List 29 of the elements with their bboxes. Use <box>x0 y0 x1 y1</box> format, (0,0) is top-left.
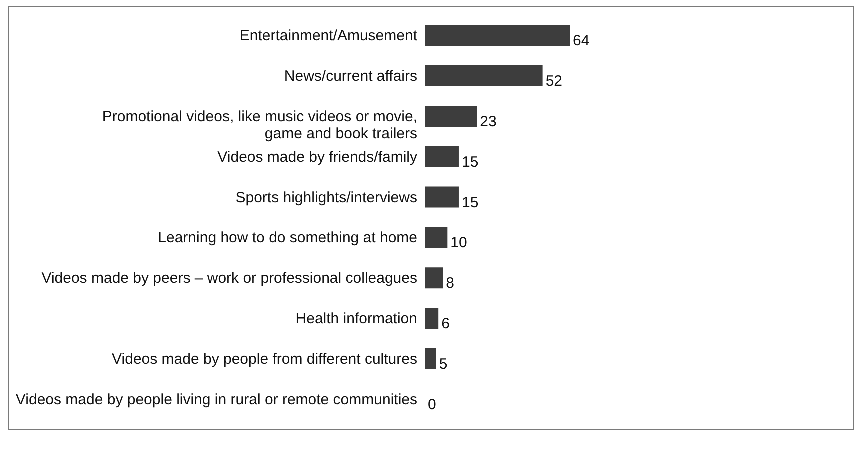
data-label: 0 <box>428 396 436 414</box>
data-label: 64 <box>573 32 590 50</box>
bar <box>425 25 570 46</box>
y-tick-label: Entertainment/Amusement <box>240 28 418 45</box>
y-tick-label: Videos made by people living in rural or remote communities <box>16 391 418 408</box>
data-label: 6 <box>442 316 450 333</box>
y-tick-label: Sports highlights/interviews <box>236 189 418 206</box>
bar <box>425 348 436 370</box>
data-label: 15 <box>462 194 479 212</box>
bar <box>425 308 439 330</box>
data-label: 23 <box>480 113 497 130</box>
data-label: 5 <box>439 356 448 373</box>
bar <box>425 66 543 87</box>
data-label: 15 <box>462 154 479 171</box>
y-tick-label: Learning how to do something at home <box>158 230 418 247</box>
y-tick-label: Videos made by peers – work or professional colleagues <box>42 270 418 288</box>
bar <box>425 227 448 248</box>
y-tick-label: Health information <box>296 310 418 328</box>
data-label: 10 <box>450 234 468 252</box>
y-tick-label: Videos made by people from different cultures <box>112 350 418 368</box>
y-tick-label: Promotional videos, like music videos or movie, game and book trailers <box>102 108 418 142</box>
data-label: 52 <box>546 73 562 90</box>
bar <box>425 146 459 168</box>
bar <box>425 268 444 289</box>
data-label: 8 <box>446 275 454 292</box>
bar <box>425 186 459 208</box>
y-tick-label: News/current affairs <box>284 68 418 86</box>
y-tick-label: Videos made by friends/family <box>218 148 418 166</box>
bar <box>425 106 478 127</box>
